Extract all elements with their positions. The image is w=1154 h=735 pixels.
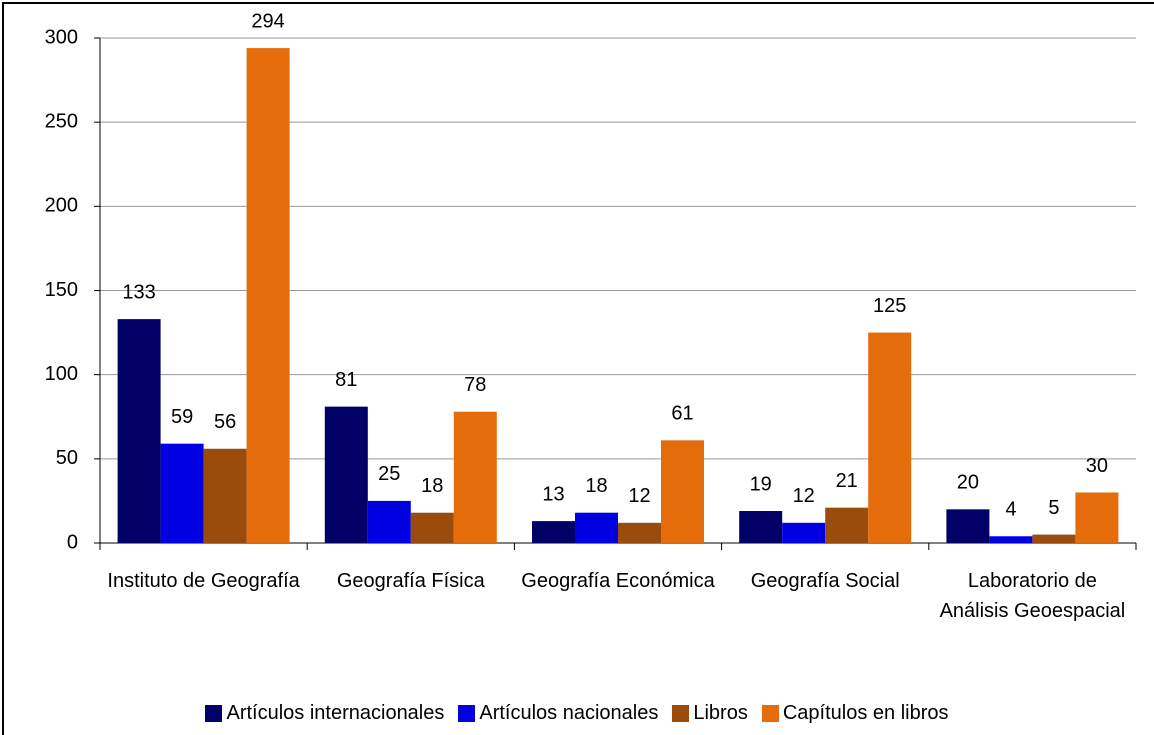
bar [117,319,161,543]
legend-label: Artículos internacionales [226,702,445,724]
data-label: 12 [628,485,650,507]
bar [782,522,826,543]
bar [825,507,869,543]
data-label: 18 [421,475,443,497]
bar [367,500,411,543]
y-tick-label: 100 [45,363,78,385]
bar [324,406,368,543]
data-label: 20 [957,472,979,494]
y-tick-label: 50 [56,447,78,469]
x-tick-label: Geografía Social [750,570,900,592]
legend-label: Artículos nacionales [479,702,659,724]
bar [203,448,247,543]
data-label: 5 [1048,497,1059,519]
y-tick-label: 150 [45,279,78,301]
bar [618,522,661,543]
legend-label: Capítulos en libros [782,702,949,724]
x-tick-label: Geografía Física [336,570,485,592]
legend-swatch [458,705,476,722]
bar [410,512,454,543]
bar [575,512,618,543]
legend-item: Capítulos en libros [761,702,949,725]
x-tick-label: Laboratorio de Análisis Geoespacial [939,570,1126,622]
legend-item: Artículos nacionales [458,702,658,725]
bar [946,509,990,543]
data-label: 78 [464,374,486,396]
y-tick-label: 250 [45,110,78,132]
x-tick-label: Geografía Económica [521,570,715,592]
data-label: 18 [585,475,607,497]
legend: Artículos internacionales Artículos nacio… [0,702,1154,725]
bar [1032,534,1076,543]
bar [532,521,575,543]
data-label: 13 [542,483,564,505]
data-label: 133 [122,281,155,303]
legend-swatch [205,705,223,722]
data-label: 61 [671,403,693,425]
legend-item: Artículos internacionales [205,702,444,725]
data-label: 19 [750,473,772,495]
legend-label: Libros [693,702,748,724]
data-label: 21 [836,470,858,492]
data-label: 12 [793,485,815,507]
legend-swatch [672,705,690,722]
bar [160,443,204,543]
y-tick-label: 0 [67,531,78,553]
y-tick-label: 200 [45,195,78,217]
data-label: 4 [1005,499,1016,521]
legend-item: Libros [672,702,748,725]
bar [1075,492,1119,543]
bar [246,48,290,543]
data-label: 59 [171,406,193,428]
data-label: 25 [378,463,400,485]
data-label: 125 [873,295,906,317]
data-label: 56 [214,411,236,433]
bar [453,411,497,543]
legend-swatch [761,705,779,722]
data-label: 294 [251,10,284,32]
bar [989,536,1033,543]
bar [868,332,912,543]
data-label: 30 [1086,455,1108,477]
data-label: 81 [335,369,357,391]
x-tick-label: Instituto de Geografía [107,570,300,592]
bar [661,440,704,543]
y-tick-label: 300 [45,26,78,48]
bar [739,511,783,543]
